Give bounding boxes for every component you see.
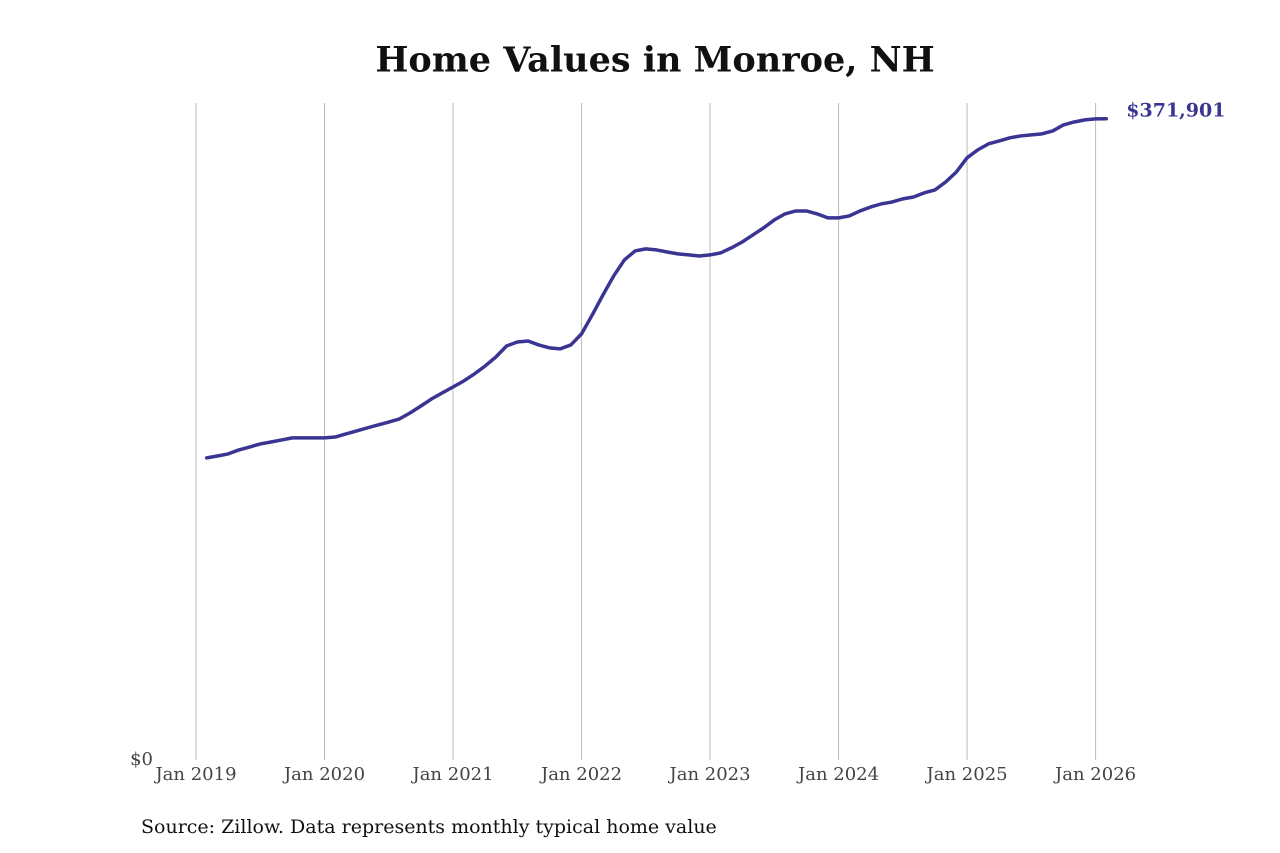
source-note: Source: Zillow. Data represents monthly … — [141, 816, 717, 838]
x-tick-label: Jan 2020 — [282, 764, 365, 785]
x-tick-label: Jan 2025 — [925, 764, 1008, 785]
end-value-label: $371,901 — [1126, 100, 1225, 122]
x-tick-label: Jan 2022 — [539, 764, 622, 785]
x-tick-label: Jan 2026 — [1053, 764, 1136, 785]
x-tick-label: Jan 2021 — [410, 764, 493, 785]
y-tick-label: $0 — [130, 749, 153, 770]
chart-title: Home Values in Monroe, NH — [375, 40, 934, 81]
series-line — [204, 116, 1109, 460]
x-tick-label: Jan 2019 — [153, 764, 236, 785]
x-tick-label: Jan 2024 — [796, 764, 879, 785]
x-tick-label: Jan 2023 — [668, 764, 751, 785]
